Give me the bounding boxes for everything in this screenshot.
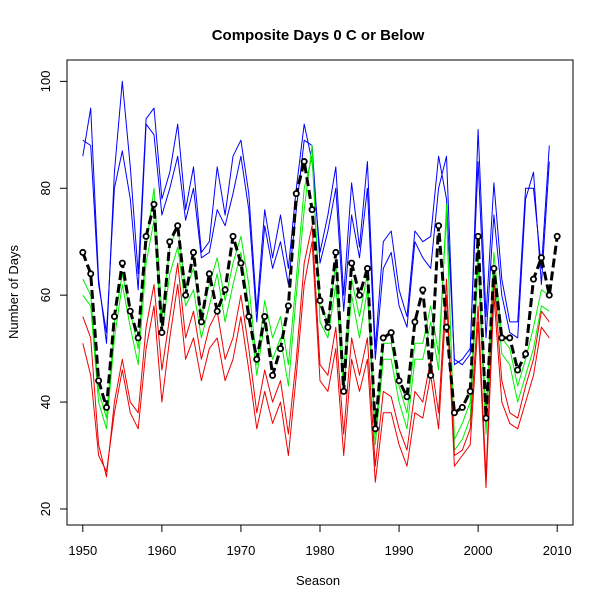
composite-point (261, 313, 269, 321)
composite-point (182, 291, 190, 299)
composite-point (118, 259, 126, 267)
composite-point (79, 248, 87, 256)
composite-point (276, 345, 284, 353)
composite-point (482, 414, 490, 422)
composite-point (553, 232, 561, 240)
y-tick-label: 40 (38, 395, 53, 409)
composite-point (316, 297, 324, 305)
composite-point (490, 264, 498, 272)
y-tick-label: 60 (38, 288, 53, 302)
composite-point (253, 355, 261, 363)
x-axis: 1950 1960 1970 1980 1990 2000 2010 (68, 525, 572, 558)
series-line-2 (82, 123, 550, 366)
composite-point (435, 222, 443, 230)
composite-point (324, 323, 332, 331)
composite-point (197, 318, 205, 326)
composite-point (158, 329, 166, 337)
composite-point (545, 291, 553, 299)
composite-point (348, 259, 356, 267)
composite-point (213, 307, 221, 315)
composite-point (221, 286, 229, 294)
x-tick-label: 2000 (464, 543, 493, 558)
composite-point (95, 377, 103, 385)
chart-title: Composite Days 0 C or Below (212, 27, 425, 44)
composite-point (245, 313, 253, 321)
composite-point (458, 403, 466, 411)
y-tick-label: 80 (38, 181, 53, 195)
y-axis: 20 40 60 80 100 (38, 71, 67, 516)
composite-point (166, 238, 174, 246)
x-tick-label: 2010 (543, 543, 572, 558)
composite-point (506, 334, 514, 342)
series-line-5 (82, 241, 550, 489)
composite-point (142, 232, 150, 240)
x-tick-label: 1950 (68, 543, 97, 558)
x-tick-label: 1990 (385, 543, 414, 558)
composite-point (387, 329, 395, 337)
composite-point (514, 366, 522, 374)
composite-point (466, 387, 474, 395)
composite-point (450, 409, 458, 417)
composite-point (150, 200, 158, 208)
y-tick-label: 100 (38, 71, 53, 93)
composite-point (229, 232, 237, 240)
composite-point (363, 264, 371, 272)
composite-point (332, 248, 340, 256)
x-tick-label: 1980 (306, 543, 335, 558)
composite-point (300, 158, 308, 166)
series-line-6 (82, 225, 550, 478)
composite-point (269, 371, 277, 379)
composite-point (340, 387, 348, 395)
x-tick-label: 1970 (226, 543, 255, 558)
composite-point (134, 334, 142, 342)
composite-point (522, 350, 530, 358)
composite-point (126, 307, 134, 315)
x-tick-label: 1960 (147, 543, 176, 558)
y-axis-label: Number of Days (6, 245, 21, 339)
composite-point (237, 259, 245, 267)
composite-point (292, 190, 300, 198)
composite-point (537, 254, 545, 262)
composite-point (87, 270, 95, 278)
composite-point (308, 206, 316, 214)
composite-point (174, 222, 182, 230)
composite-point (371, 425, 379, 433)
composite-point (189, 248, 197, 256)
composite-point (419, 286, 427, 294)
composite-point (474, 232, 482, 240)
composite-point (427, 371, 435, 379)
composite-point (411, 318, 419, 326)
marker-layer (79, 158, 561, 433)
composite-point (442, 323, 450, 331)
composite-point (110, 313, 118, 321)
composite-point (284, 302, 292, 310)
composite-point (403, 393, 411, 401)
composite-point (379, 334, 387, 342)
series-layer (81, 80, 559, 489)
composite-point (395, 377, 403, 385)
composite-point (529, 275, 537, 283)
x-axis-label: Season (296, 573, 340, 588)
y-tick-label: 20 (38, 502, 53, 516)
composite-point (205, 270, 213, 278)
composite-point (356, 291, 364, 299)
composite-point (498, 334, 506, 342)
composite-point (103, 403, 111, 411)
